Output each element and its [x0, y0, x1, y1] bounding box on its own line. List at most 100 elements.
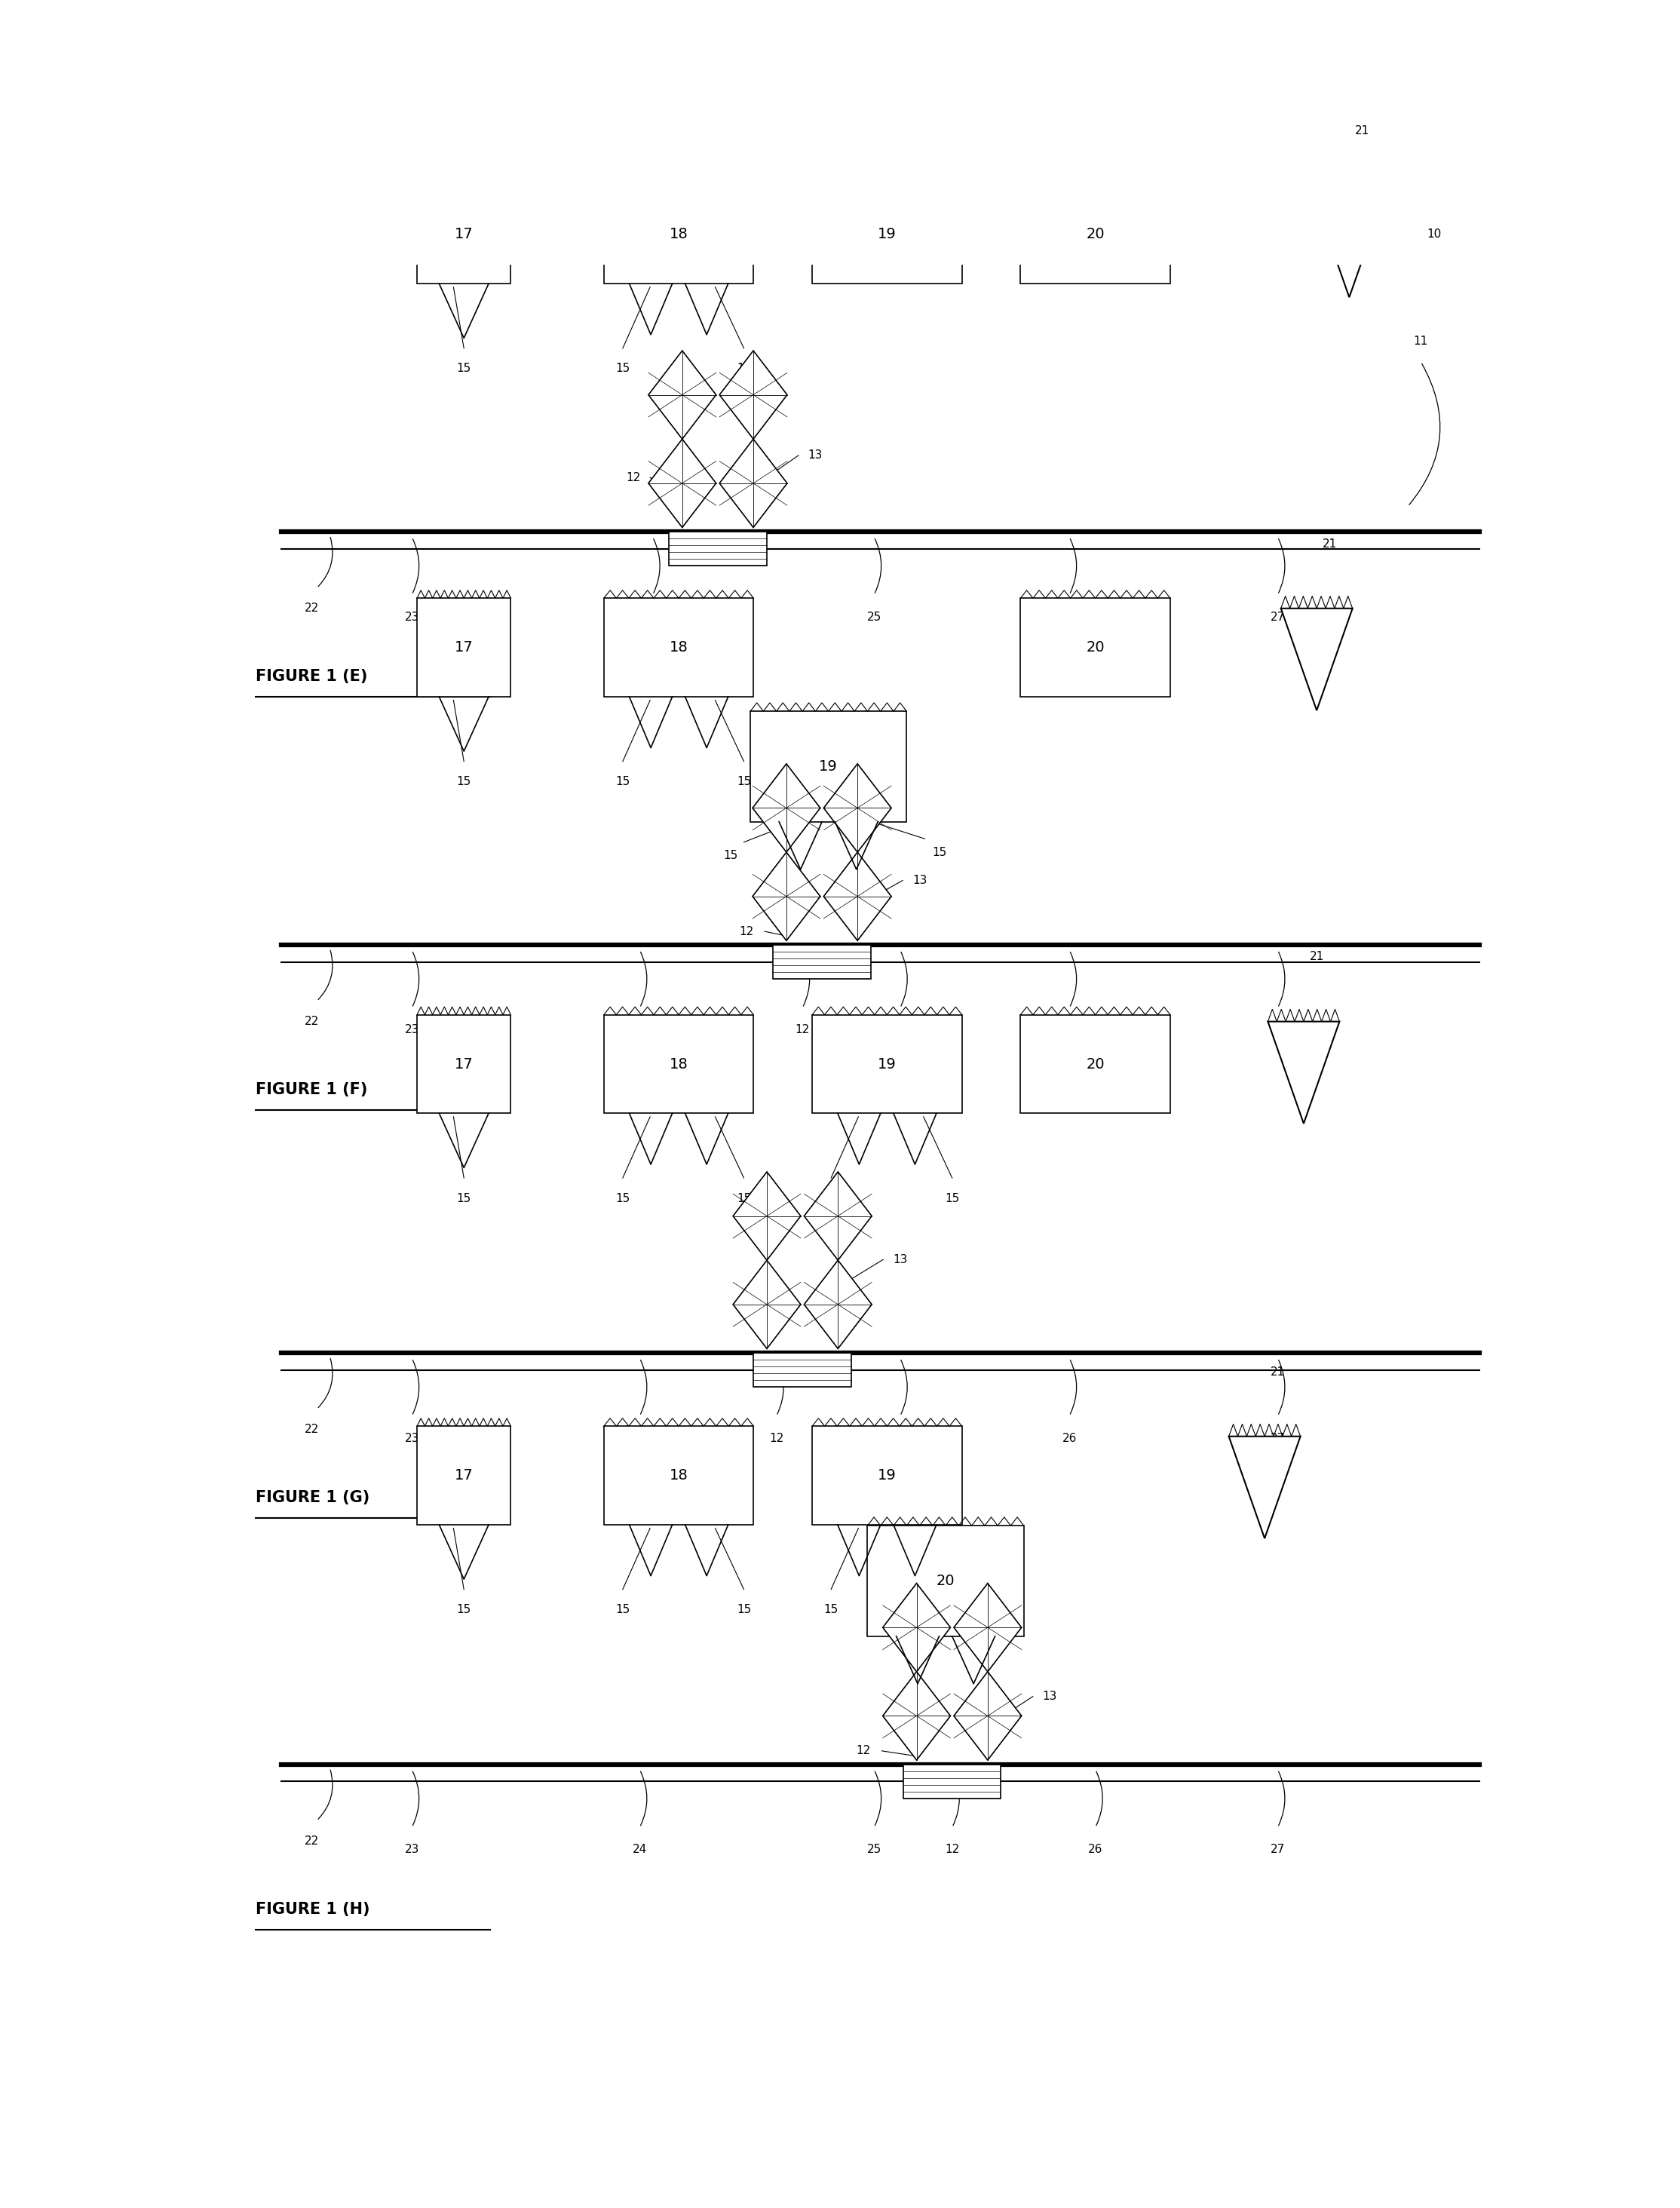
Text: 15: 15 — [932, 846, 946, 859]
Text: 26: 26 — [1062, 612, 1077, 623]
Text: 22: 22 — [304, 1016, 319, 1027]
Polygon shape — [805, 1172, 872, 1261]
Bar — [603, 1016, 754, 1113]
Text: 15: 15 — [944, 1192, 959, 1203]
Polygon shape — [805, 1261, 872, 1349]
Text: 27: 27 — [1270, 1433, 1285, 1444]
Text: 15: 15 — [457, 362, 470, 375]
Bar — [1020, 185, 1171, 283]
Text: 15: 15 — [736, 777, 751, 788]
Text: 15: 15 — [736, 362, 751, 375]
Text: 15: 15 — [615, 1192, 630, 1203]
Polygon shape — [719, 439, 788, 528]
Polygon shape — [648, 439, 716, 528]
Text: 15: 15 — [615, 1605, 630, 1616]
Text: 19: 19 — [877, 227, 897, 241]
Bar — [417, 1016, 511, 1113]
Bar — [417, 185, 511, 283]
Text: 15: 15 — [724, 850, 738, 861]
Text: 20: 20 — [1085, 227, 1105, 241]
Text: 22: 22 — [304, 1835, 319, 1846]
Polygon shape — [823, 852, 892, 941]
Text: 25: 25 — [867, 1844, 882, 1855]
Text: 11: 11 — [1413, 336, 1428, 347]
Text: 21: 21 — [1309, 952, 1324, 963]
Text: 19: 19 — [820, 760, 838, 773]
Bar — [603, 598, 754, 698]
Bar — [603, 1426, 754, 1526]
Text: 12: 12 — [857, 1744, 870, 1758]
Polygon shape — [823, 764, 892, 852]
Text: 15: 15 — [615, 362, 630, 375]
Bar — [669, 532, 766, 565]
Text: 15: 15 — [457, 777, 470, 788]
Text: 13: 13 — [1043, 1691, 1057, 1702]
Text: 17: 17 — [455, 1468, 474, 1482]
Text: 24: 24 — [632, 1844, 647, 1855]
Polygon shape — [753, 764, 820, 852]
Text: 25: 25 — [892, 1433, 907, 1444]
Text: FIGURE 1 (E): FIGURE 1 (E) — [255, 669, 368, 684]
Text: 19: 19 — [877, 1058, 897, 1071]
Bar — [811, 1016, 963, 1113]
Text: 21: 21 — [1356, 126, 1369, 137]
Polygon shape — [882, 1671, 951, 1760]
Bar — [773, 945, 870, 978]
Text: 22: 22 — [304, 1424, 319, 1435]
Polygon shape — [954, 1671, 1021, 1760]
Polygon shape — [1268, 1022, 1339, 1124]
Text: 15: 15 — [736, 1605, 751, 1616]
Text: 18: 18 — [669, 1468, 689, 1482]
Text: 17: 17 — [455, 640, 474, 654]
Text: 18: 18 — [669, 640, 689, 654]
Bar — [904, 1764, 1001, 1800]
Text: 21: 21 — [1322, 539, 1337, 550]
Text: 25: 25 — [867, 612, 882, 623]
Bar — [1020, 598, 1171, 698]
Text: 13: 13 — [892, 1254, 907, 1265]
Text: 15: 15 — [823, 1192, 838, 1203]
Text: 12: 12 — [769, 1433, 783, 1444]
Bar — [417, 598, 511, 698]
Bar — [751, 711, 907, 821]
Text: 27: 27 — [1270, 1844, 1285, 1855]
Text: 10: 10 — [1426, 230, 1441, 241]
Text: 12: 12 — [739, 925, 754, 936]
Text: 15: 15 — [823, 1605, 838, 1616]
Text: 17: 17 — [455, 227, 474, 241]
Text: 21: 21 — [1270, 1367, 1285, 1378]
Text: 27: 27 — [1270, 612, 1285, 623]
Text: 15: 15 — [944, 1605, 959, 1616]
Polygon shape — [882, 1583, 951, 1671]
Polygon shape — [1280, 609, 1352, 711]
Bar — [603, 185, 754, 283]
Text: 27: 27 — [1270, 1025, 1285, 1036]
Text: 13: 13 — [808, 450, 823, 461]
Text: FIGURE 1 (F): FIGURE 1 (F) — [255, 1082, 368, 1097]
Bar — [867, 1526, 1023, 1636]
Text: 15: 15 — [457, 1192, 470, 1203]
Text: 15: 15 — [457, 1605, 470, 1616]
Text: FIGURE 1 (H): FIGURE 1 (H) — [255, 1901, 370, 1917]
Bar — [1020, 1016, 1171, 1113]
Polygon shape — [1228, 1437, 1300, 1539]
Text: 19: 19 — [877, 1468, 897, 1482]
Text: 18: 18 — [669, 227, 689, 241]
Text: 26: 26 — [1089, 1844, 1102, 1855]
Polygon shape — [648, 351, 716, 439]
Bar — [417, 1426, 511, 1526]
Text: 18: 18 — [669, 1058, 689, 1071]
Polygon shape — [732, 1172, 801, 1261]
Text: 12: 12 — [795, 1025, 810, 1036]
Polygon shape — [954, 1583, 1021, 1671]
Bar — [811, 1426, 963, 1526]
Text: 23: 23 — [405, 1844, 418, 1855]
Text: 13: 13 — [912, 874, 927, 885]
Polygon shape — [719, 351, 788, 439]
Polygon shape — [732, 1261, 801, 1349]
Text: 20: 20 — [1085, 640, 1105, 654]
Text: 26: 26 — [1062, 1025, 1077, 1036]
Text: 24: 24 — [632, 1433, 647, 1444]
Text: 25: 25 — [892, 1025, 907, 1036]
Text: FIGURE 1 (G): FIGURE 1 (G) — [255, 1490, 370, 1506]
